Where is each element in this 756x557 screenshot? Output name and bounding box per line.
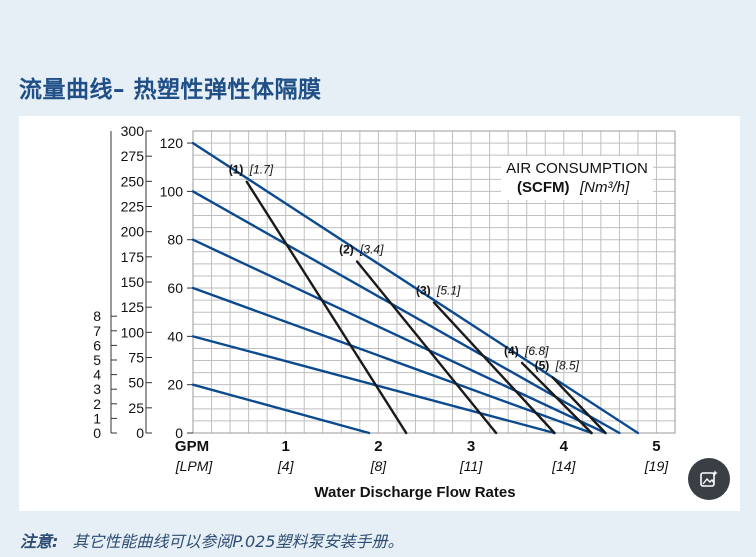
x-unit-primary: GPM	[175, 438, 209, 455]
legend-units-bold: (SCFM)	[517, 179, 570, 196]
plot-frame	[192, 130, 676, 434]
y-tick-label-bar: 4	[93, 367, 101, 383]
y-tick-label-bar: 1	[93, 410, 101, 426]
air-curve-value-label: [3.4]	[359, 242, 384, 256]
air-curve-id-label: (1)	[229, 163, 244, 177]
y-tick-label-psig: 175	[121, 249, 145, 265]
y-tick-label-ft: 100	[160, 183, 184, 199]
y-tick-label-ft: 40	[167, 328, 183, 344]
x-tick-label-secondary: [4]	[277, 458, 295, 474]
pressure-curve	[191, 335, 556, 435]
image-tools-button[interactable]	[688, 458, 730, 500]
image-sparkle-icon	[700, 470, 718, 487]
air-curve-value-label: [1.7]	[249, 163, 274, 177]
y-tick-label-psig: 50	[128, 375, 144, 391]
air-curve-id-label: (4)	[504, 344, 519, 358]
y-tick-label-ft: 0	[175, 425, 183, 441]
legend-units-italic: [Nm³/h]	[579, 179, 630, 196]
y-tick-label-bar: 3	[93, 381, 101, 397]
air-curve-value-label: [8.5]	[555, 358, 580, 372]
page-title: 流量曲线– 热塑性弹性体隔膜	[19, 77, 322, 103]
air-consumption-curve	[520, 361, 593, 435]
x-tick-label-secondary: [14]	[551, 458, 576, 474]
air-consumption-curve	[432, 301, 556, 435]
x-tick-label-secondary: [19]	[644, 458, 669, 474]
y-tick-label-bar: 8	[93, 308, 101, 324]
y-tick-label-ft: 80	[167, 232, 183, 248]
pressure-curve	[191, 238, 607, 435]
y-tick-label-psig: 200	[121, 224, 145, 240]
note: 注意: 其它性能曲线可以参阅P.025塑料泵安装手册。	[20, 528, 403, 552]
air-curve-value-label: [6.8]	[524, 344, 549, 358]
x-tick-label: 3	[467, 438, 475, 455]
y-tick-label-psig: 300	[121, 123, 145, 139]
y-tick-label-bar: 7	[93, 323, 101, 339]
legend-title: AIR CONSUMPTION	[506, 160, 648, 177]
pressure-curve	[191, 190, 621, 435]
x-tick-label: 2	[374, 438, 382, 455]
y-tick-label-ft: 20	[167, 377, 183, 393]
y-tick-label-bar: 0	[93, 425, 101, 441]
pressure-curve	[191, 383, 371, 435]
pressure-curve	[191, 286, 593, 435]
y-tick-label-ft: 120	[160, 135, 184, 151]
y-tick-label-psig: 125	[121, 299, 145, 315]
y-tick-label-bar: 6	[93, 337, 101, 353]
performance-chart: 0 20 40 60 80 100 120 0 25 50 75 100 125 150 175 200 225…	[19, 116, 740, 511]
air-consumption-curve	[245, 180, 408, 435]
x-tick-label-secondary: [8]	[370, 458, 388, 474]
air-curve-id-label: (2)	[339, 242, 354, 256]
y-tick-label-psig: 225	[121, 199, 145, 215]
y-tick-label-psig: 100	[121, 324, 145, 340]
x-unit-secondary: [LPM]	[175, 458, 214, 474]
legend-background	[501, 156, 653, 200]
air-curve-id-label: (5)	[535, 358, 550, 372]
pressure-curve	[191, 141, 640, 435]
y-tick-label-bar: 2	[93, 396, 101, 412]
y-tick-label-psig: 150	[121, 274, 145, 290]
air-curve-id-label: (3)	[416, 284, 431, 298]
chart-svg: 0204060801001200255075100125150175200225…	[93, 123, 676, 501]
air-consumption-curve	[551, 376, 607, 435]
y-tick-label-psig: 75	[128, 350, 144, 366]
x-tick-label-secondary: [11]	[459, 458, 483, 474]
note-text: 其它性能曲线可以参阅P.025塑料泵安装手册。	[72, 532, 404, 551]
y-tick-label-bar: 5	[93, 352, 101, 368]
air-consumption-curve	[355, 260, 498, 435]
x-tick-label: 1	[282, 438, 290, 455]
y-tick-label-psig: 0	[136, 425, 144, 441]
y-tick-label-psig: 25	[128, 400, 144, 416]
x-tick-label: 4	[560, 438, 569, 455]
air-curve-value-label: [5.1]	[436, 284, 461, 298]
y-tick-label-ft: 60	[167, 280, 183, 296]
y-tick-label-psig: 250	[121, 173, 145, 189]
y-tick-label-psig: 275	[121, 148, 145, 164]
note-label: 注意:	[20, 532, 59, 551]
x-tick-label: 5	[652, 438, 660, 455]
x-axis-title: Water Discharge Flow Rates	[314, 484, 515, 501]
